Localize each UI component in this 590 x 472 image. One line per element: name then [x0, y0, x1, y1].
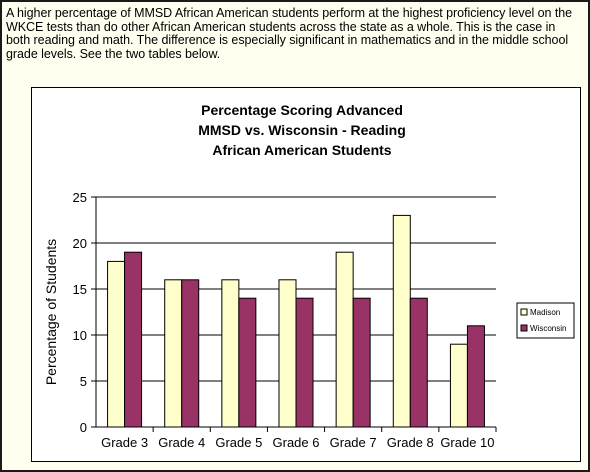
x-tick-label: Grade 8: [387, 435, 434, 450]
bar-madison-grade-7: [335, 251, 354, 428]
intro-paragraph: A higher percentage of MMSD African Amer…: [6, 6, 573, 61]
y-tick-label: 0: [80, 420, 87, 435]
legend-label-wisconsin: Wisconsin: [530, 324, 566, 333]
legend: Madison Wisconsin: [516, 302, 575, 339]
bar-wisconsin-grade-6: [295, 297, 314, 428]
y-tick-label: 20: [73, 236, 87, 251]
chart-svg: Percentage Scoring Advanced MMSD vs. Wisc…: [43, 102, 575, 450]
legend-swatch-madison: [520, 308, 528, 316]
x-tick-label: Grade 4: [158, 435, 205, 450]
x-tick-label: Grade 10: [440, 435, 494, 450]
axes: [91, 196, 497, 432]
bar-wisconsin-grade-8: [409, 297, 428, 428]
y-axis-label: Percentage of Students: [43, 239, 59, 385]
y-tick-labels: 0 5 10 15 20 25: [73, 190, 87, 435]
bars: [107, 214, 485, 428]
bar-wisconsin-grade-5: [238, 297, 257, 428]
bar-madison-grade-10: [449, 343, 468, 428]
x-tick-label: Grade 7: [330, 435, 377, 450]
bar-wisconsin-grade-7: [352, 297, 371, 428]
x-tick-label: Grade 3: [101, 435, 148, 450]
x-tick-labels: Grade 3 Grade 4 Grade 5 Grade 6 Grade 7 Grade…: [101, 435, 494, 450]
y-tick-label: 25: [73, 190, 87, 205]
bar-madison-grade-8: [392, 214, 411, 428]
y-tick-label: 10: [73, 328, 87, 343]
y-tick-label: 15: [73, 282, 87, 297]
legend-label-madison: Madison: [530, 308, 560, 317]
y-tick-label: 5: [80, 374, 87, 389]
bar-wisconsin-grade-4: [181, 279, 200, 428]
legend-swatch-wisconsin: [520, 324, 528, 332]
chart-title-line: MMSD vs. Wisconsin - Reading: [198, 122, 406, 138]
x-tick-label: Grade 5: [215, 435, 262, 450]
bar-madison-grade-6: [278, 279, 297, 428]
chart-title-line: Percentage Scoring Advanced: [201, 102, 403, 118]
chart-title: Percentage Scoring Advanced MMSD vs. Wisc…: [198, 102, 406, 158]
bar-madison-grade-5: [221, 279, 240, 428]
bar-madison-grade-3: [107, 260, 126, 428]
chart-title-line: African American Students: [212, 142, 391, 158]
x-tick-label: Grade 6: [273, 435, 320, 450]
bar-wisconsin-grade-3: [124, 251, 143, 428]
bar-madison-grade-4: [164, 279, 183, 428]
bar-wisconsin-grade-10: [466, 325, 485, 428]
chart-area: Percentage Scoring Advanced MMSD vs. Wisc…: [31, 87, 581, 462]
